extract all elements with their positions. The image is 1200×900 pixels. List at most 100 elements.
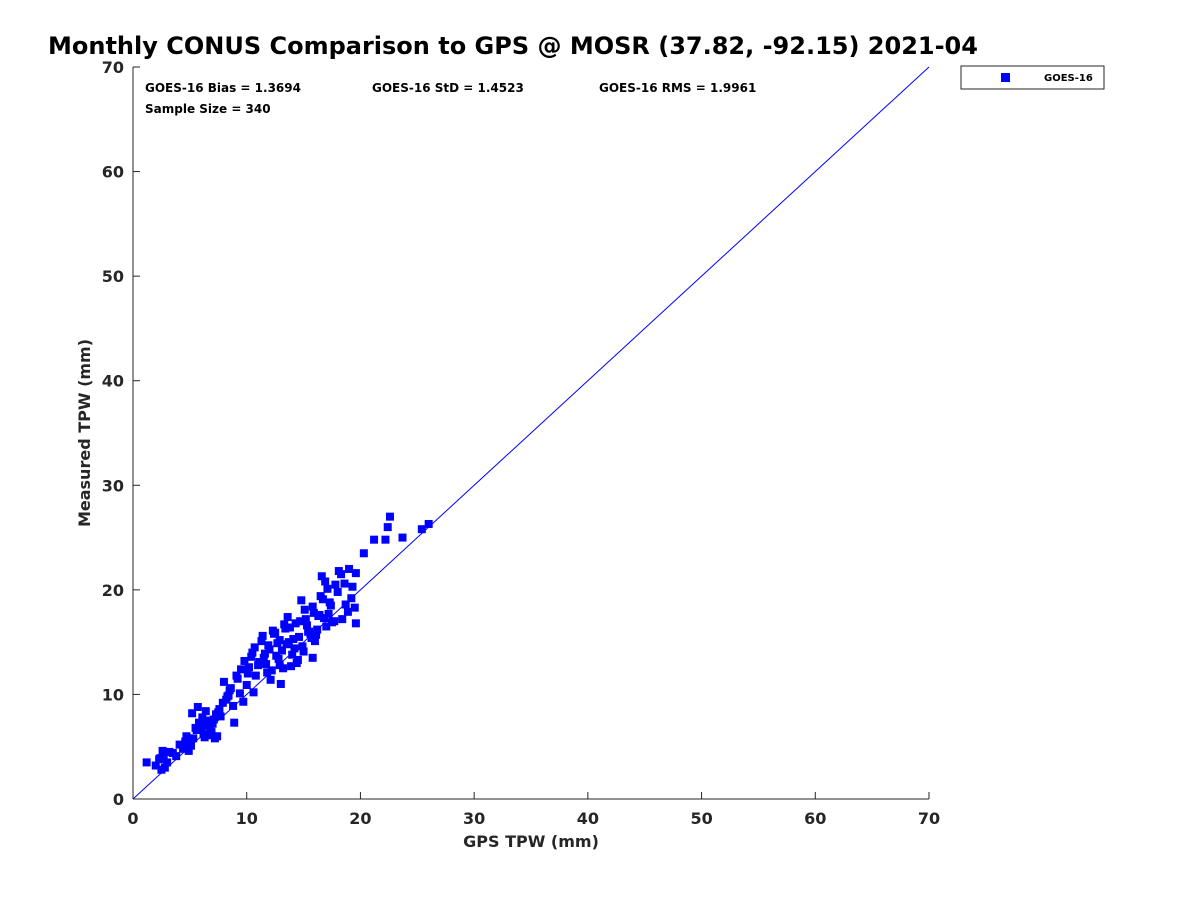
data-point [273,639,282,648]
y-tick-label: 20 [102,581,124,600]
data-point [291,619,300,628]
y-tick-label: 40 [102,372,124,391]
data-point [295,632,304,641]
data-point [304,627,313,636]
sample-size-annotation: Sample Size = 340 [145,102,271,116]
plot-area: 0 10 20 30 40 50 60 70 0 10 20 30 40 50 60 70 [102,58,940,828]
data-point [424,519,433,528]
data-point [302,621,311,630]
data-point [277,646,286,655]
chart-title: Monthly CONUS Comparison to GPS @ MOSR (… [48,32,978,60]
x-tick-label: 0 [127,809,138,828]
y-axis-label: Measured TPW (mm) [75,339,94,527]
data-point [180,742,189,751]
data-point [210,734,219,743]
data-point [191,723,200,732]
data-point [289,635,298,644]
x-tick-label: 40 [577,809,599,828]
data-point [204,716,213,725]
x-tick-label: 60 [804,809,826,828]
data-point [247,652,256,661]
data-point [324,609,333,618]
std-annotation: GOES-16 StD = 1.4523 [372,81,524,95]
legend-box [960,65,1105,90]
y-tick-label: 60 [102,163,124,182]
y-tick-label: 30 [102,476,124,495]
x-tick-label: 10 [236,809,258,828]
data-point [282,640,291,649]
data-point [296,617,305,626]
data-point [345,564,354,573]
data-point [287,662,296,671]
data-point [257,637,266,646]
data-point [235,689,244,698]
data-point [188,709,197,718]
data-point [370,535,379,544]
data-point [338,615,347,624]
data-point [275,661,284,670]
data-point [308,653,317,662]
data-point [264,641,273,650]
x-axis-label: GPS TPW (mm) [463,832,599,851]
data-point [383,523,392,532]
data-point [317,572,326,581]
x-tick-label: 50 [690,809,712,828]
data-point [214,708,223,717]
data-point [265,645,274,654]
legend: GOES-16 [960,65,1105,90]
data-point [281,624,290,633]
legend-label-goes16: GOES-16 [1044,73,1093,84]
data-point [193,702,202,711]
data-point [309,608,318,617]
data-point [266,675,275,684]
data-point [300,605,309,614]
data-point [280,620,289,629]
data-point [333,587,342,596]
data-point [163,758,172,767]
data-point [398,533,407,542]
data-point [182,732,191,741]
data-point [351,569,360,578]
data-point [328,618,336,627]
data-point [334,567,343,576]
data-point [200,733,209,742]
data-point [323,584,332,593]
data-point [255,658,264,667]
data-point [189,734,198,743]
data-point [142,758,151,767]
reference-line-1to1 [132,66,930,800]
data-point [343,607,352,616]
data-point [263,668,272,677]
data-point [417,525,426,534]
data-point [226,684,235,693]
data-point [230,718,239,727]
data-point [283,613,292,622]
data-point [237,665,246,674]
data-point [326,601,335,610]
rms-annotation: GOES-16 RMS = 1.9961 [599,81,756,95]
data-point [350,603,359,612]
data-point [244,663,253,672]
legend-marker-goes16 [1001,73,1010,82]
data-point [385,512,394,521]
x-tick-label: 30 [463,809,485,828]
data-point [258,631,267,640]
data-point [322,622,331,631]
data-point [262,660,271,669]
data-point [298,642,307,651]
data-point [316,592,325,601]
data-point [175,740,184,749]
data-point [301,615,310,624]
x-tick-label: 20 [349,809,371,828]
data-point [340,579,349,588]
y-tick-label: 70 [102,58,124,77]
data-point [207,728,216,737]
data-point [194,718,203,727]
data-point [160,763,169,772]
data-point [229,701,238,710]
data-point [158,746,167,755]
data-point [243,669,252,678]
data-point [242,681,251,690]
data-point [172,752,181,761]
